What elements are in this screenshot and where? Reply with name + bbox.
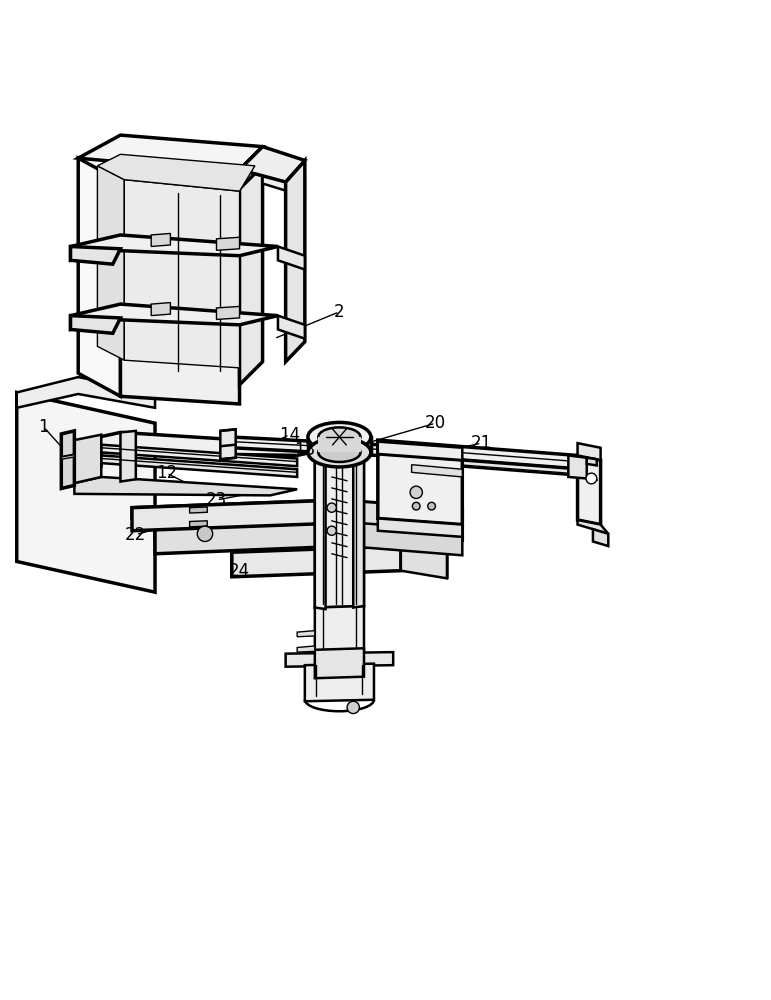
Polygon shape (132, 500, 463, 520)
Polygon shape (232, 437, 378, 455)
Polygon shape (315, 452, 364, 608)
Polygon shape (97, 154, 255, 191)
Polygon shape (240, 147, 305, 182)
Polygon shape (285, 160, 305, 362)
Polygon shape (151, 233, 170, 246)
Text: 21: 21 (471, 434, 492, 452)
Polygon shape (232, 546, 447, 577)
Polygon shape (278, 316, 305, 339)
Polygon shape (412, 465, 463, 477)
Text: 13: 13 (295, 441, 315, 459)
Polygon shape (587, 458, 597, 465)
Polygon shape (70, 246, 120, 264)
Polygon shape (101, 455, 297, 477)
Polygon shape (74, 435, 101, 483)
Polygon shape (347, 517, 463, 555)
Polygon shape (378, 454, 577, 475)
Polygon shape (155, 517, 347, 554)
Polygon shape (577, 443, 601, 460)
Polygon shape (232, 546, 401, 577)
Polygon shape (62, 431, 74, 488)
Polygon shape (120, 431, 136, 482)
Polygon shape (568, 455, 587, 478)
Polygon shape (17, 392, 155, 592)
Polygon shape (305, 664, 374, 701)
Polygon shape (315, 648, 364, 678)
Ellipse shape (308, 438, 371, 467)
Circle shape (586, 473, 597, 484)
Circle shape (428, 502, 436, 510)
Polygon shape (228, 437, 232, 450)
Polygon shape (124, 180, 240, 368)
Polygon shape (278, 246, 305, 270)
Polygon shape (217, 306, 240, 319)
Text: 20: 20 (425, 414, 446, 432)
Ellipse shape (308, 422, 371, 452)
Polygon shape (74, 477, 297, 495)
Polygon shape (401, 546, 447, 578)
Text: 23: 23 (206, 491, 227, 509)
Text: 14: 14 (279, 426, 300, 444)
Circle shape (412, 502, 420, 510)
Polygon shape (221, 429, 236, 459)
Circle shape (327, 526, 336, 535)
Polygon shape (17, 377, 155, 408)
Ellipse shape (318, 443, 361, 462)
Polygon shape (190, 507, 207, 513)
Text: 22: 22 (125, 526, 146, 544)
Polygon shape (74, 442, 101, 465)
Polygon shape (263, 166, 305, 197)
Polygon shape (78, 158, 120, 396)
Polygon shape (78, 135, 263, 170)
Polygon shape (97, 166, 124, 360)
Polygon shape (101, 445, 297, 466)
Polygon shape (577, 520, 608, 534)
Text: 12: 12 (156, 464, 177, 482)
Polygon shape (593, 529, 608, 546)
Polygon shape (378, 440, 577, 469)
Polygon shape (315, 452, 325, 609)
Circle shape (347, 701, 359, 714)
Polygon shape (297, 646, 315, 652)
Polygon shape (132, 500, 339, 531)
Circle shape (410, 486, 423, 498)
Polygon shape (308, 437, 371, 452)
Polygon shape (240, 166, 263, 385)
Ellipse shape (318, 427, 361, 447)
Polygon shape (190, 521, 207, 527)
Polygon shape (378, 442, 463, 460)
Polygon shape (353, 452, 364, 608)
Polygon shape (318, 437, 361, 452)
Polygon shape (378, 454, 463, 525)
Polygon shape (297, 631, 315, 637)
Polygon shape (70, 235, 278, 260)
Polygon shape (339, 500, 463, 531)
Circle shape (327, 503, 336, 512)
Polygon shape (315, 606, 364, 667)
Polygon shape (70, 316, 120, 333)
Polygon shape (151, 303, 170, 316)
Polygon shape (378, 518, 463, 537)
Text: 2: 2 (334, 303, 345, 321)
Polygon shape (120, 181, 240, 404)
Polygon shape (577, 455, 601, 525)
Polygon shape (285, 652, 393, 667)
Text: 24: 24 (229, 562, 250, 580)
Polygon shape (70, 304, 278, 329)
Polygon shape (62, 455, 74, 459)
Polygon shape (155, 517, 463, 540)
Polygon shape (217, 237, 240, 250)
Text: 1: 1 (39, 418, 49, 436)
Polygon shape (74, 432, 339, 460)
Circle shape (197, 526, 213, 541)
